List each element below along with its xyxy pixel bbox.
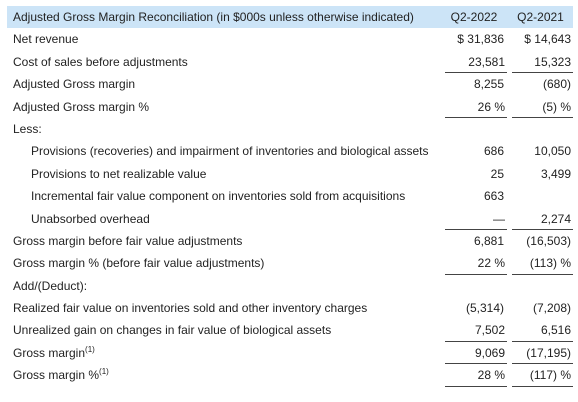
row-label: Unabsorbed overhead [31,211,150,226]
q2-2022-value: — [445,208,507,230]
row-label: Realized fair value on inventories sold … [13,301,368,316]
row-label: Gross margin before fair value adjustmen… [13,233,243,248]
q2-2021-value: (117) % [512,364,573,387]
q2-2022-value: 23,581 [445,51,507,74]
q2-2022-value: 9,069 [445,342,507,365]
table-row: Unabsorbed overhead — 2,274 [7,208,573,230]
q2-2022-value: 686 [483,144,504,159]
q2-2021-value: (17,195) [512,342,573,365]
table-row: Provisions to net realizable value 25 3,… [7,163,573,185]
table-row: Incremental fair value component on inve… [7,185,573,207]
q2-2022-value: 8,255 [473,77,504,92]
column-header-q2-2022: Q2-2022 [450,10,498,24]
q2-2022-value: $ 31,836 [457,32,504,47]
q2-2021-value: (5) % [512,96,573,118]
q2-2022-value: 22 % [445,252,507,275]
row-label: Adjusted Gross margin [13,77,136,92]
table-row: Gross margin %(1) 28 % (117) % [7,364,573,387]
table-header-row: Adjusted Gross Margin Reconciliation (in… [7,6,573,29]
table-row: Cost of sales before adjustments 23,581 … [7,51,573,74]
row-label: Cost of sales before adjustments [13,54,188,69]
row-label: Gross margin(1) [13,342,95,364]
table-row: Add/(Deduct): [7,275,573,297]
q2-2021-value: 3,499 [540,166,571,181]
table-row: Unrealized gain on changes in fair value… [7,319,573,342]
table-row: Less: [7,118,573,140]
q2-2022-value: 6,881 [473,233,504,248]
section-label: Add/(Deduct): [13,278,88,293]
q2-2021-value: $ 14,643 [524,32,571,47]
q2-2021-value: (113) % [512,252,573,275]
table-row: Net revenue $ 31,836 $ 14,643 [7,28,573,50]
row-label: Provisions to net realizable value [31,166,207,181]
row-label: Adjusted Gross margin % [13,99,150,114]
q2-2022-value: 25 [490,166,504,181]
column-header-q2-2021: Q2-2021 [517,10,564,24]
table-row: Adjusted Gross margin 8,255 (680) [7,73,573,95]
footnote-marker: (1) [85,344,95,354]
section-label: Less: [13,121,42,136]
row-label: Unrealized gain on changes in fair value… [13,323,332,338]
row-label: Gross margin % (before fair value adjust… [13,256,265,271]
footnote-marker: (1) [99,367,109,377]
gross-margin-reconciliation-table: Adjusted Gross Margin Reconciliation (in… [7,6,573,387]
row-label: Gross margin %(1) [13,364,109,386]
q2-2021-value: 2,274 [512,208,573,230]
q2-2021-value: (680) [542,77,571,92]
q2-2021-value: (7,208) [532,301,571,316]
q2-2021-value: 6,516 [512,319,573,342]
row-label: Incremental fair value component on inve… [31,189,406,204]
q2-2021-value: (16,503) [526,233,571,248]
table-row: Gross margin before fair value adjustmen… [7,230,573,252]
q2-2021-value: 15,323 [512,51,573,74]
table-title: Adjusted Gross Margin Reconciliation (in… [13,10,414,24]
q2-2021-value: 10,050 [534,144,571,159]
table-row: Gross margin(1) 9,069 (17,195) [7,342,573,365]
row-label-text: Gross margin % [13,368,100,383]
q2-2022-value: 663 [483,189,504,204]
row-label-text: Gross margin [13,345,86,360]
table-row: Realized fair value on inventories sold … [7,297,573,319]
table-row: Adjusted Gross margin % 26 % (5) % [7,96,573,118]
q2-2022-value: 26 % [445,96,507,118]
row-label: Net revenue [13,32,79,47]
q2-2022-value: (5,314) [465,301,504,316]
table-row: Provisions (recoveries) and impairment o… [7,140,573,162]
q2-2022-value: 28 % [445,364,507,387]
row-label: Provisions (recoveries) and impairment o… [31,144,429,159]
table-row: Gross margin % (before fair value adjust… [7,252,573,275]
q2-2022-value: 7,502 [445,319,507,342]
